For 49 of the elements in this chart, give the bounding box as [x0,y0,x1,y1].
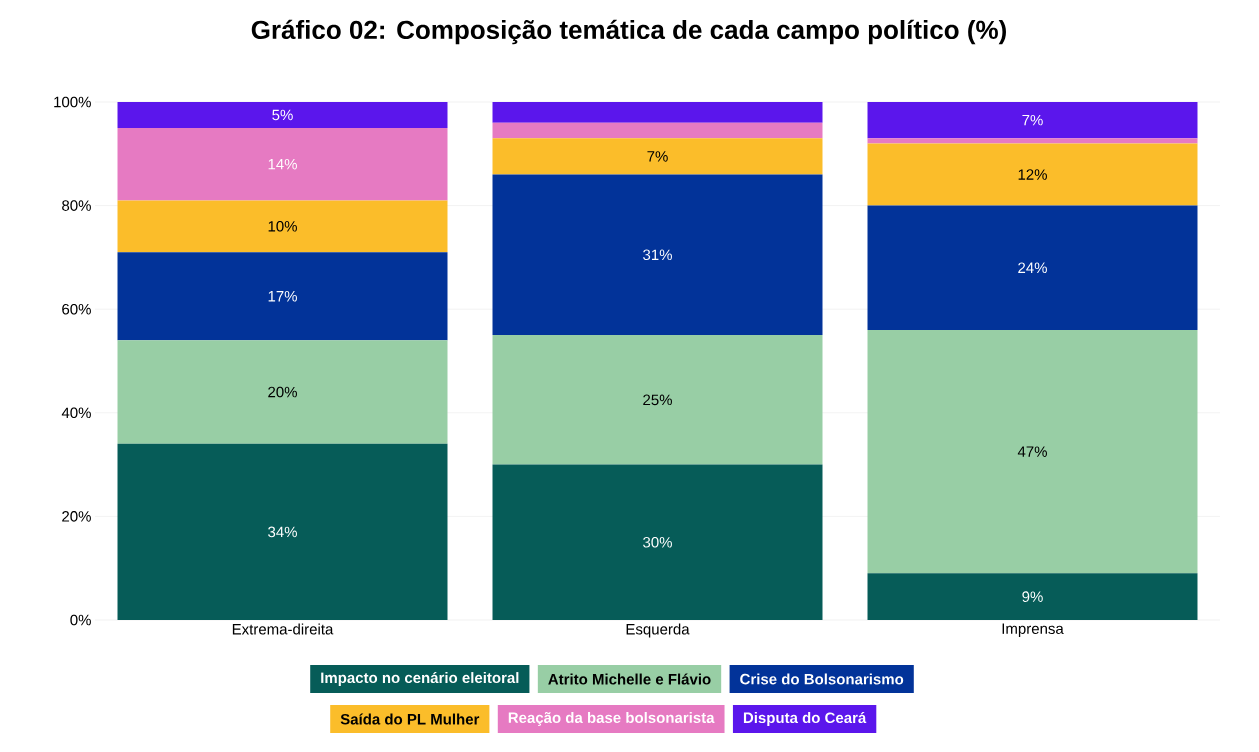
data-label: 10% [268,221,297,232]
bar [117,127,448,201]
x-tick-label: Imprensa [1002,623,1064,637]
y-tick-label: 60% [62,303,91,315]
bar [117,340,448,444]
data-label: 20% [268,386,297,398]
bar [492,101,823,123]
bar [867,138,1198,144]
bar [492,174,823,336]
data-label: 5% [272,109,293,121]
bar [867,573,1198,620]
bar [867,101,1198,139]
data-label: 25% [643,394,672,406]
bar [117,200,448,253]
text: Impacto no cenário eleitoral [321,671,519,687]
data-label: 17% [268,291,297,302]
bar [117,101,448,128]
text: Crise do Bolsonarismo [740,673,904,685]
y-tick-label: 0% [70,614,91,626]
text: Reação da base bolsonarista [508,711,715,726]
y-tick-label: 20% [62,511,91,522]
bar [492,335,823,465]
bar [867,143,1198,206]
data-label: 31% [643,249,672,261]
data-label: 30% [643,536,672,548]
bar [492,138,823,175]
x-tick-label: Extrema-direita [232,623,334,635]
bar [867,329,1198,574]
text: Atrito Michelle e Flávio [548,673,711,685]
data-label: 7% [647,151,668,162]
bar [117,252,448,341]
x-tick-label: Esquerda [626,623,690,638]
bar [867,205,1198,330]
bar [492,464,823,620]
data-label: 47% [1017,446,1047,457]
data-label: 14% [268,158,297,170]
text: Saída do PL Mulher [340,713,480,725]
bar [117,443,448,620]
y-tick-label: 100% [54,96,91,108]
chart-title: Gráfico 02: Composição temática de cada campo político (%) [251,19,1006,45]
data-label: 24% [1018,262,1047,274]
y-tick-label: 80% [62,200,91,211]
data-label: 34% [268,526,297,538]
data-label: 9% [1022,591,1043,602]
bar [492,122,823,139]
data-label: 7% [1022,114,1043,126]
y-tick-label: 40% [61,407,91,419]
text: Disputa do Ceará [743,711,867,727]
data-label: 12% [1018,169,1047,180]
